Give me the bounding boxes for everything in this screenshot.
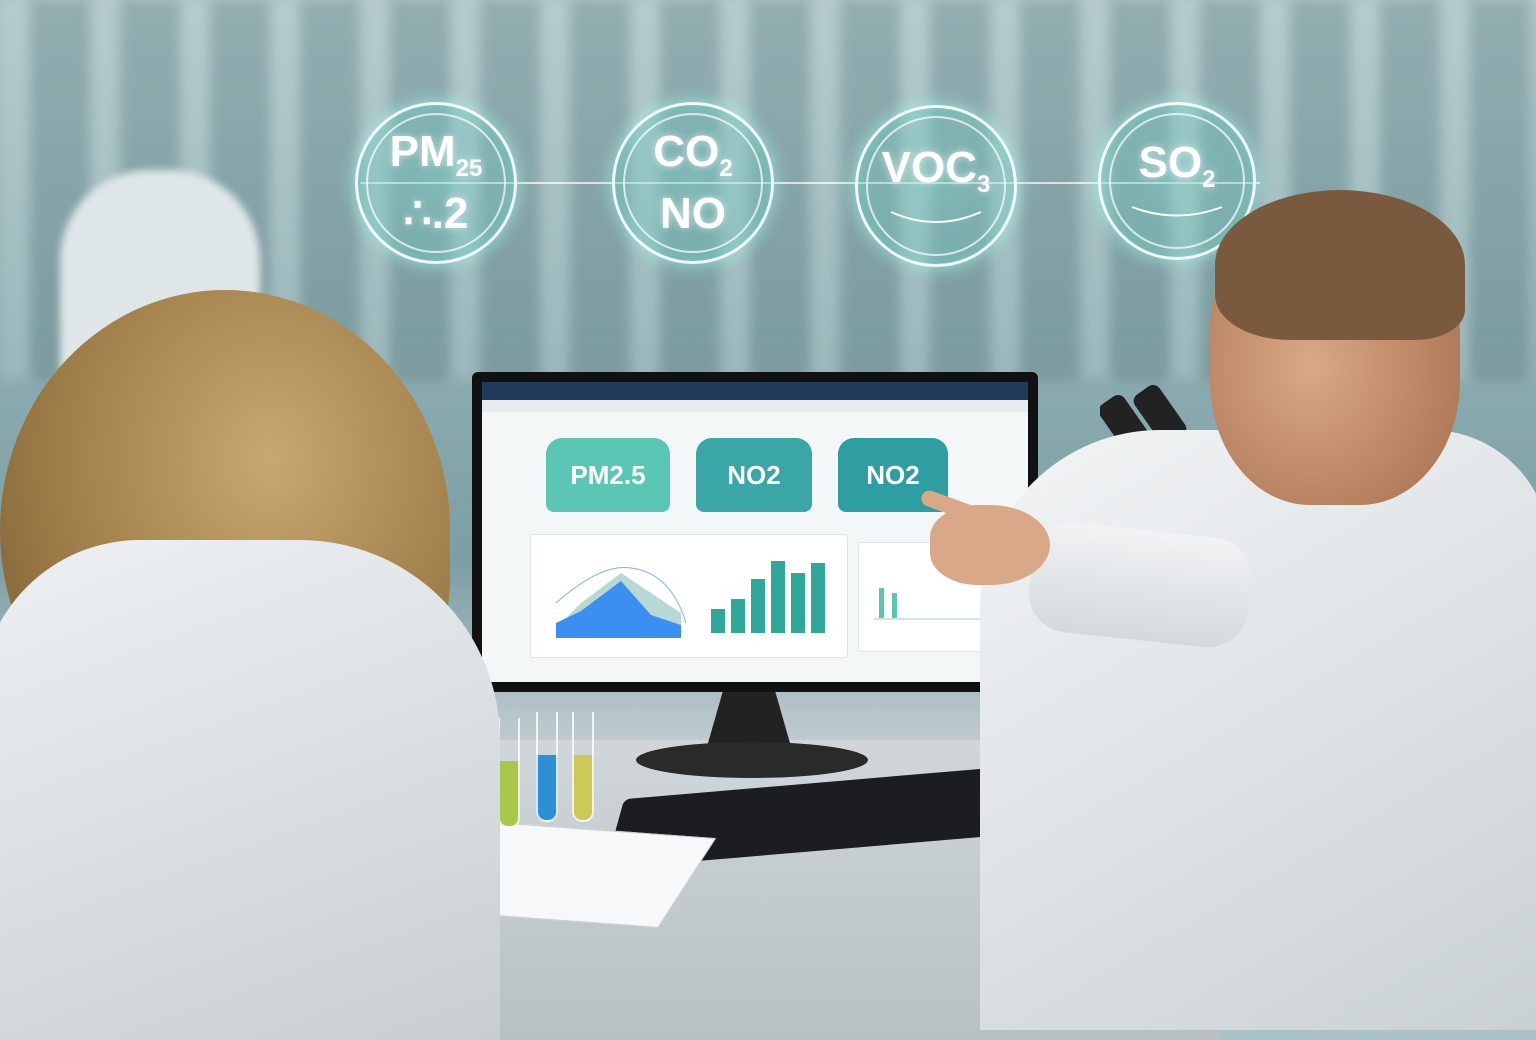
wave-icon — [1131, 206, 1223, 217]
test-tube-blue — [536, 712, 558, 822]
test-tube-yellow — [572, 712, 594, 822]
wave-icon — [890, 211, 982, 224]
bar — [771, 561, 785, 633]
area-chart — [555, 566, 687, 638]
bar — [879, 588, 884, 618]
card-no2[interactable]: NO2 — [696, 438, 812, 512]
bar — [751, 579, 765, 633]
badge-co2: CO2 NO — [612, 102, 774, 264]
connector-line — [360, 182, 1260, 184]
man-arm — [1024, 518, 1256, 652]
dashboard-header — [482, 382, 1028, 400]
man-hair — [1215, 190, 1465, 340]
woman-lab-coat — [0, 540, 500, 1040]
badge-voc: VOC3 — [855, 105, 1017, 267]
pointing-hand — [930, 505, 1050, 585]
area-series — [556, 581, 681, 638]
area-trend-line — [555, 566, 687, 624]
bar-chart — [711, 561, 825, 633]
dashboard-toolbar — [482, 400, 1028, 412]
bar — [791, 573, 805, 633]
charts-panel — [530, 534, 848, 658]
monitor-base — [636, 742, 868, 778]
bar — [892, 593, 897, 618]
bar — [711, 609, 725, 633]
particulate-icon: ∴.2 — [403, 189, 469, 239]
test-tube-green — [498, 718, 520, 828]
bar — [731, 599, 745, 633]
card-pm25[interactable]: PM2.5 — [546, 438, 670, 512]
monitor-stand — [706, 690, 792, 750]
bar — [811, 563, 825, 633]
badge-pm25: PM25 ∴.2 — [355, 102, 517, 264]
man-lab-coat — [980, 430, 1536, 1030]
